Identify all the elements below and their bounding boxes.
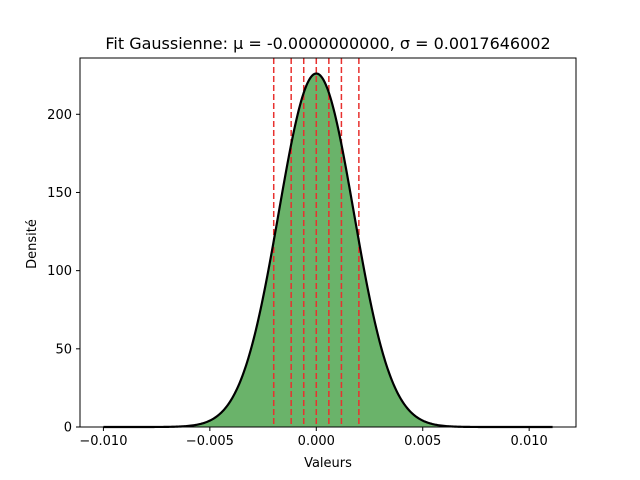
x-axis-ticks: −0.010 −0.005 0.000 0.005 0.010	[79, 427, 548, 449]
y-tick-label: 0	[64, 421, 72, 436]
y-tick-label: 200	[47, 108, 72, 123]
x-tick-label: 0.005	[404, 434, 441, 449]
y-tick-label: 150	[47, 186, 72, 201]
chart-title: Fit Gaussienne: μ = -0.0000000000, σ = 0…	[105, 34, 550, 53]
y-axis-label: Densité	[25, 219, 40, 269]
y-tick-label: 100	[47, 264, 72, 279]
x-tick-label: −0.010	[79, 434, 127, 449]
x-tick-label: 0.000	[298, 434, 335, 449]
axes-frame	[79, 57, 577, 428]
y-tick-label: 50	[55, 342, 72, 357]
y-axis-ticks: 0 50 100 150 200	[47, 108, 80, 436]
x-axis-label: Valeurs	[304, 456, 352, 471]
density-area	[103, 73, 553, 427]
x-tick-label: 0.010	[511, 434, 548, 449]
x-tick-label: −0.005	[186, 434, 234, 449]
